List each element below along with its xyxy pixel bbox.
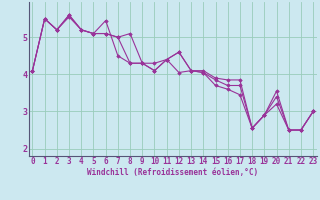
X-axis label: Windchill (Refroidissement éolien,°C): Windchill (Refroidissement éolien,°C) bbox=[87, 168, 258, 177]
